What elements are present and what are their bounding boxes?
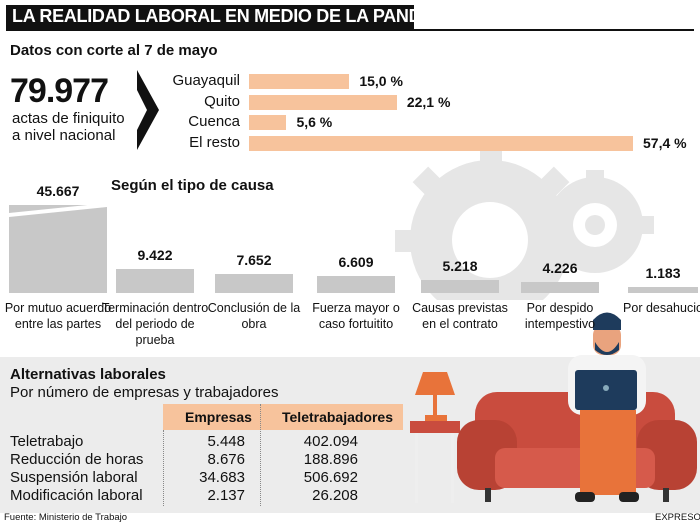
date-subtitle: Datos con corte al 7 de mayo bbox=[10, 42, 218, 59]
cause-bar bbox=[9, 205, 107, 293]
col-header-empresas: Empresas bbox=[185, 409, 252, 425]
cause-bar bbox=[116, 269, 194, 293]
bar-break-mark bbox=[9, 203, 107, 217]
cause-value-label: 9.422 bbox=[137, 247, 173, 263]
cause-bar bbox=[421, 279, 499, 293]
city-value-label: 22,1 % bbox=[406, 93, 451, 110]
cause-value-label: 1.183 bbox=[645, 265, 681, 281]
city-label: El resto bbox=[189, 133, 240, 151]
cause-bar bbox=[317, 276, 395, 293]
table-cell-empresas: 5.448 bbox=[207, 433, 245, 450]
cause-label: Terminación dentro del periodo de prueba bbox=[101, 301, 209, 347]
brand-label: EXPRESO bbox=[655, 512, 700, 523]
cause-value-label: 5.218 bbox=[442, 257, 478, 274]
cause-value-label: 45.667 bbox=[36, 183, 80, 199]
table-cell-teletrabajadores: 506.692 bbox=[303, 469, 358, 486]
total-desc-2: a nivel nacional bbox=[12, 127, 116, 144]
cause-value-label: 6.609 bbox=[338, 254, 374, 271]
city-bar bbox=[249, 94, 397, 110]
total-desc-1: actas de finiquito bbox=[12, 110, 125, 127]
table-row-label: Suspensión laboral bbox=[10, 469, 138, 486]
table-header-bg bbox=[163, 404, 403, 430]
cause-value-label: 7.652 bbox=[236, 251, 272, 268]
city-value-label: 5,6 % bbox=[296, 114, 333, 130]
table-divider-2 bbox=[260, 404, 261, 506]
table-cell-empresas: 34.683 bbox=[199, 469, 245, 486]
cause-label: Fuerza mayor o caso fortuitito bbox=[312, 301, 400, 331]
arrow-right-icon bbox=[137, 70, 159, 150]
cause-label: Por mutuo acuerdo entre las partes bbox=[4, 301, 112, 331]
table-row-label: Modificación laboral bbox=[10, 487, 143, 504]
cause-label: Por despido intempestivo bbox=[524, 301, 596, 331]
alternatives-title: Alternativas laborales bbox=[10, 366, 166, 383]
table-cell-empresas: 8.676 bbox=[207, 451, 245, 468]
table-divider-1 bbox=[163, 430, 164, 506]
header: LA REALIDAD LABORAL EN MEDIO DE LA PANDE… bbox=[0, 0, 700, 34]
col-header-teletrabajadores: Teletrabajadores bbox=[282, 409, 394, 425]
cause-bar bbox=[521, 282, 599, 293]
cause-bar bbox=[215, 273, 293, 293]
table-cell-teletrabajadores: 402.094 bbox=[303, 433, 358, 450]
source-note: Fuente: Ministerio de Trabajo bbox=[4, 512, 128, 523]
city-value-label: 57,4 % bbox=[643, 134, 687, 151]
cause-bar bbox=[628, 287, 698, 293]
title-underline bbox=[414, 29, 694, 31]
worker-illustration bbox=[410, 312, 697, 503]
cause-label: Causas previstas en el contrato bbox=[412, 301, 508, 331]
alternatives-subtitle: Por número de empresas y trabajadores bbox=[10, 384, 279, 401]
cause-label: Conclusión de la obra bbox=[207, 301, 301, 331]
table-cell-empresas: 2.137 bbox=[207, 487, 245, 504]
title-bar bbox=[6, 5, 414, 31]
cause-title: Según el tipo de causa bbox=[111, 177, 274, 194]
cause-value-label: 4.226 bbox=[542, 260, 578, 277]
table-cell-teletrabajadores: 188.896 bbox=[303, 451, 358, 468]
city-bar bbox=[249, 115, 287, 130]
city-label: Quito bbox=[204, 92, 240, 110]
page-title: LA REALIDAD LABORAL EN MEDIO DE LA PANDE… bbox=[12, 6, 466, 26]
total-value: 79.977 bbox=[10, 72, 109, 110]
cause-label: Por desahucio bbox=[623, 301, 700, 315]
city-label: Guayaquil bbox=[172, 72, 240, 89]
table-cell-teletrabajadores: 26.208 bbox=[312, 487, 358, 504]
table-row-label: Reducción de horas bbox=[10, 451, 144, 468]
city-label: Cuenca bbox=[188, 113, 240, 130]
table-row-label: Teletrabajo bbox=[10, 433, 84, 450]
city-bar bbox=[249, 135, 633, 151]
gears-decoration bbox=[395, 150, 654, 300]
city-bar bbox=[249, 74, 350, 89]
city-value-label: 15,0 % bbox=[359, 73, 403, 89]
